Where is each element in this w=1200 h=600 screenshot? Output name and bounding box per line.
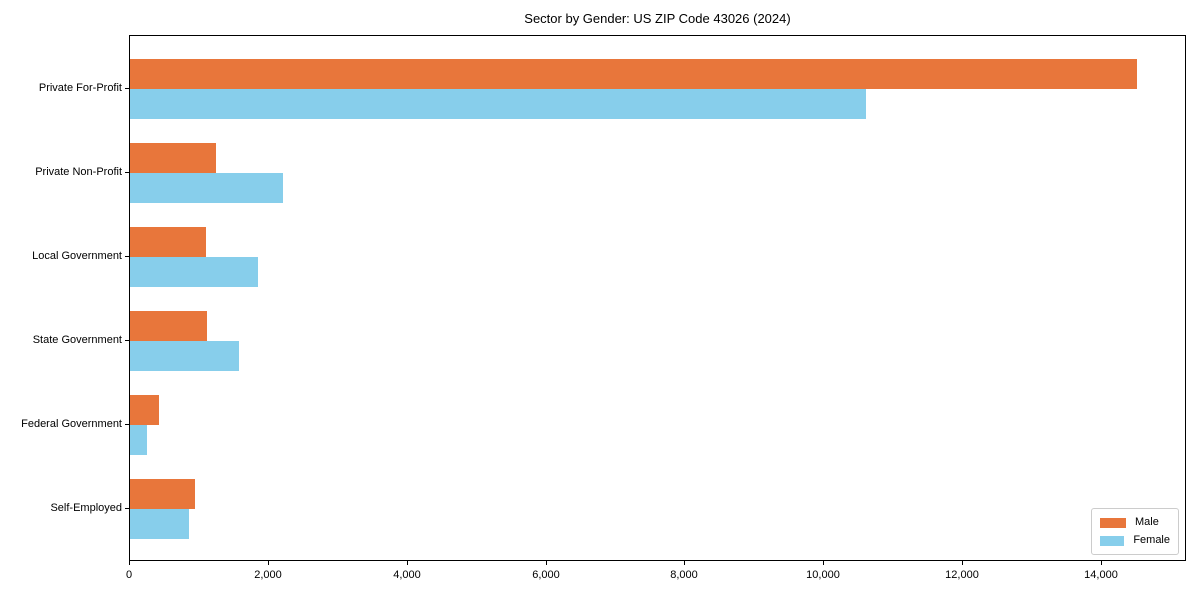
legend-entry-male: Male [1100,517,1170,528]
bar-male-state-government [130,311,207,341]
x-tick-mark [129,561,130,565]
legend-label-female: Female [1133,534,1170,546]
legend-entry-female: Female [1100,535,1170,546]
x-tick-mark [1101,561,1102,565]
y-axis-label-self-employed: Self-Employed [50,502,122,514]
x-tick-mark [268,561,269,565]
bar-male-self-employed [130,479,195,509]
x-tick-mark [823,561,824,565]
y-axis-label-federal-government: Federal Government [21,418,122,430]
x-tick-mark [684,561,685,565]
x-tick-mark [407,561,408,565]
bar-female-private-non-profit [130,173,283,203]
legend-label-male: Male [1135,516,1159,528]
bar-female-private-for-profit [130,89,866,119]
y-tick-mark [125,424,129,425]
bar-female-self-employed [130,509,189,539]
female-color-swatch [1100,535,1125,546]
y-axis-label-private-non-profit: Private Non-Profit [35,166,122,178]
x-tick-label-6000: 6,000 [532,569,560,581]
legend: Male Female [1091,508,1179,555]
male-color-swatch [1100,517,1126,528]
bar-male-local-government [130,227,206,257]
x-tick-label-0: 0 [125,569,133,581]
chart-title: Sector by Gender: US ZIP Code 43026 (202… [524,11,791,26]
x-tick-label-8000: 8,000 [670,569,698,581]
y-tick-mark [125,508,129,509]
x-tick-label-14000: 14,000 [1084,569,1118,581]
y-axis-label-state-government: State Government [32,334,122,346]
y-axis-label-private-for-profit: Private For-Profit [38,82,122,94]
y-tick-mark [125,88,129,89]
x-tick-label-12000: 12,000 [945,569,979,581]
bar-female-federal-government [130,425,147,455]
bar-male-private-non-profit [130,143,216,173]
x-tick-mark [962,561,963,565]
x-tick-label-2000: 2,000 [254,569,282,581]
bar-female-state-government [130,341,239,371]
x-tick-label-10000: 10,000 [806,569,840,581]
y-tick-mark [125,172,129,173]
plot-area [129,35,1186,561]
bar-male-private-for-profit [130,59,1137,89]
y-tick-mark [125,340,129,341]
x-tick-label-4000: 4,000 [393,569,421,581]
y-tick-mark [125,256,129,257]
bar-female-local-government [130,257,258,287]
x-tick-mark [546,561,547,565]
y-axis-label-local-government: Local Government [32,250,122,262]
bar-male-federal-government [130,395,159,425]
